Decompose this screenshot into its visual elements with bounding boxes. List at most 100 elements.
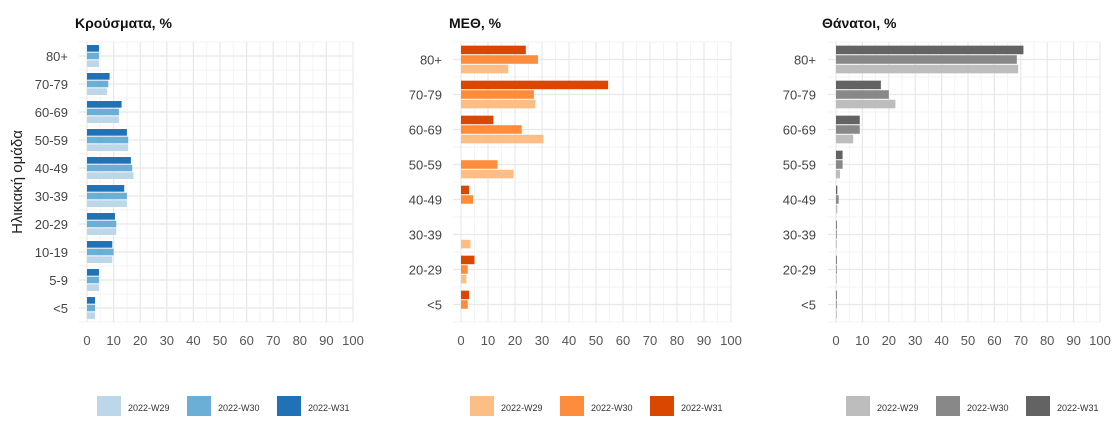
panel-2-x-tick-label: 30 xyxy=(535,333,549,348)
panel-1-x-tick-label: 60 xyxy=(239,333,253,348)
panel-1-category-label: 40-49 xyxy=(35,161,68,176)
panel-3-x-tick-label: 100 xyxy=(1089,333,1111,348)
panel-1-bar xyxy=(87,193,127,200)
panel-2-bar xyxy=(461,265,468,274)
panel-1-bar xyxy=(87,88,107,95)
panel-1-category-label: 50-59 xyxy=(35,133,68,148)
panel-3-legend-swatch xyxy=(846,396,870,416)
panel-1-bar xyxy=(87,172,134,179)
panel-3-bar xyxy=(836,65,1018,74)
panel-1-bar xyxy=(87,165,132,172)
panel-1-bar xyxy=(87,157,131,164)
panel-1-bar xyxy=(87,256,112,263)
panel-1-bar xyxy=(87,284,99,291)
panel-2-x-tick-label: 20 xyxy=(508,333,522,348)
panel-2-x-tick-label: 90 xyxy=(697,333,711,348)
panel-1-x-tick-label: 30 xyxy=(160,333,174,348)
panel-1-category-label: 30-39 xyxy=(35,189,68,204)
panel-2-x-tick-label: 0 xyxy=(457,333,464,348)
panel-3-category-label: 30-39 xyxy=(783,228,816,243)
panel-3-bar xyxy=(836,170,840,179)
panel-3-x-tick-label: 30 xyxy=(908,333,922,348)
panel-1-legend-swatch xyxy=(97,396,121,416)
panel-1-bar xyxy=(87,81,108,88)
panel-2-x-tick-label: 80 xyxy=(670,333,684,348)
panel-2-legend-swatch xyxy=(560,396,584,416)
panel-2-bar xyxy=(461,135,543,144)
panel-2-category-label: <5 xyxy=(427,298,442,313)
panel-1-x-tick-label: 90 xyxy=(319,333,333,348)
panel-2-bar xyxy=(461,170,514,179)
panel-2-bar xyxy=(461,65,508,74)
panel-3-category-label: 80+ xyxy=(794,53,816,68)
panel-1-bar xyxy=(87,53,99,60)
panel-3-category-label: 70-79 xyxy=(783,88,816,103)
panel-3-bar xyxy=(836,275,837,284)
panel-2-category-label: 60-69 xyxy=(409,123,442,138)
panel-3-x-tick-label: 40 xyxy=(934,333,948,348)
panel-1-bar xyxy=(87,249,114,256)
panel-1-x-tick-label: 80 xyxy=(293,333,307,348)
panel-2-x-tick-label: 100 xyxy=(720,333,742,348)
panel-1-category-label: 10-19 xyxy=(35,245,68,260)
panel-2-bar xyxy=(461,125,522,134)
panel-1-bar xyxy=(87,109,119,116)
panel-2-x-tick-label: 60 xyxy=(616,333,630,348)
panel-3-bar xyxy=(836,151,843,160)
panel-2-x-tick-label: 40 xyxy=(562,333,576,348)
panel-1-x-tick-label: 10 xyxy=(106,333,120,348)
panel-3-legend-label: 2022-W29 xyxy=(877,403,919,413)
panel-1-legend-swatch xyxy=(187,396,211,416)
panel-1-bar xyxy=(87,277,99,284)
panel-1-bar xyxy=(87,144,128,151)
panel-2-category-label: 30-39 xyxy=(409,228,442,243)
panel-1-x-tick-label: 100 xyxy=(342,333,364,348)
panel-2-legend-label: 2022-W29 xyxy=(501,403,543,413)
panel-1-bar xyxy=(87,137,128,144)
panel-2-category-label: 50-59 xyxy=(409,158,442,173)
panel-1-x-tick-label: 40 xyxy=(186,333,200,348)
panel-1-bar xyxy=(87,228,116,235)
panel-3-bar xyxy=(836,46,1023,55)
panel-1-x-tick-label: 0 xyxy=(83,333,90,348)
panel-3-legend-label: 2022-W31 xyxy=(1057,403,1099,413)
panel-1-bar xyxy=(87,200,127,207)
panel-1-legend-swatch xyxy=(277,396,301,416)
panel-3-legend-swatch xyxy=(936,396,960,416)
panel-1-category-label: 60-69 xyxy=(35,105,68,120)
panel-2-bar xyxy=(461,90,534,99)
panel-2-x-tick-label: 50 xyxy=(589,333,603,348)
panel-3-x-tick-label: 0 xyxy=(832,333,839,348)
panel-1-legend-label: 2022-W29 xyxy=(128,403,170,413)
panel-3-bar xyxy=(836,160,843,169)
panel-3-bar xyxy=(836,186,837,195)
panel-1-x-tick-label: 50 xyxy=(213,333,227,348)
panel-1-category-label: 5-9 xyxy=(49,273,68,288)
panel-3-bar xyxy=(836,221,837,230)
panel-2-legend-label: 2022-W30 xyxy=(591,403,633,413)
panel-2-category-label: 40-49 xyxy=(409,193,442,208)
panel-2-legend-label: 2022-W31 xyxy=(681,403,723,413)
panel-1-legend-label: 2022-W31 xyxy=(308,403,350,413)
panel-1-bar xyxy=(87,60,99,67)
panel-3-x-tick-label: 70 xyxy=(1014,333,1028,348)
panel-3-category-label: <5 xyxy=(801,298,816,313)
panel-3-legend-label: 2022-W30 xyxy=(967,403,1009,413)
panel-3-x-tick-label: 10 xyxy=(855,333,869,348)
panel-1-x-tick-label: 20 xyxy=(133,333,147,348)
panel-3-x-tick-label: 60 xyxy=(987,333,1001,348)
panel-2-bar xyxy=(461,81,608,90)
panel-3-category-label: 20-29 xyxy=(783,263,816,278)
panel-3-bar xyxy=(836,240,837,249)
panel-2-bar xyxy=(461,195,473,204)
panel-1-category-label: 70-79 xyxy=(35,77,68,92)
panel-3-title: Θάνατοι, % xyxy=(822,15,897,31)
panel-1-bar xyxy=(87,241,112,248)
panel-3-x-tick-label: 80 xyxy=(1040,333,1054,348)
panel-1-bar xyxy=(87,129,127,136)
panel-2-bar xyxy=(461,160,497,169)
panel-3-bar xyxy=(836,81,881,90)
panel-2-bar xyxy=(461,300,468,309)
